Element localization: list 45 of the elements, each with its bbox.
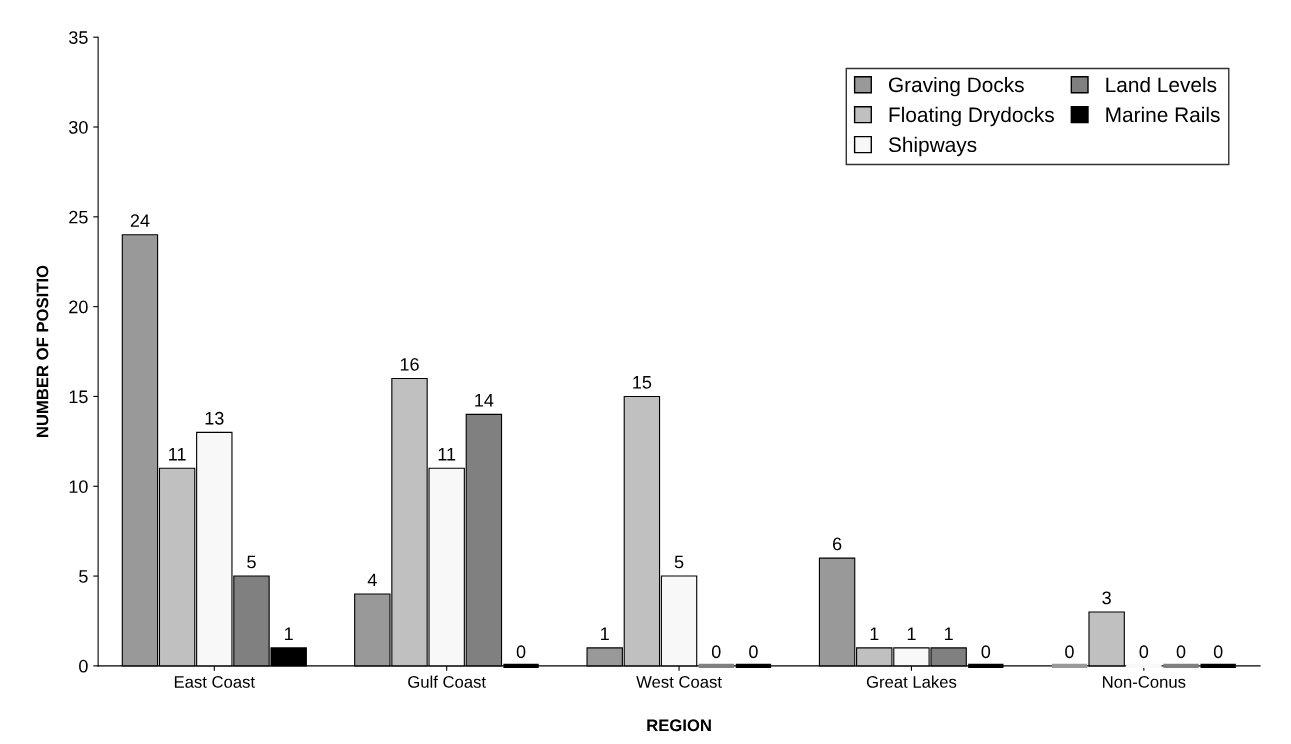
data-label: 15 [633,376,652,389]
y-tick-label: 10 [69,480,88,493]
data-label: 1 [601,627,609,640]
data-label: 0 [981,645,991,659]
data-label: 0 [711,645,721,659]
data-label: 1 [907,627,916,640]
data-label: 0 [1213,645,1223,659]
data-label: 5 [674,555,684,569]
legend-label: Graving Docks [888,76,1024,97]
data-label: 0 [1139,645,1149,659]
x-tick-label: Non-Conus [1103,676,1186,688]
data-label: 0 [516,645,526,659]
legend-label: Shipways [888,136,977,157]
y-tick-label: 0 [79,659,88,673]
legend-label: Floating Drydocks [889,106,1054,127]
y-tick-label: 5 [79,570,88,583]
data-label: 24 [130,214,150,227]
y-axis-title: NUMBER OF POSITIO [36,265,49,437]
data-label: 5 [247,555,256,569]
legend-label: Marine Rails [1106,106,1220,123]
data-label: 4 [367,573,377,587]
data-label: 1 [870,627,879,640]
data-label: 0 [749,645,758,659]
y-tick-label: 15 [69,390,88,404]
data-label: 1 [944,627,953,640]
data-label: 16 [400,357,419,371]
data-label: 6 [832,537,842,551]
data-label: 3 [1102,591,1111,605]
data-label: 0 [1065,645,1074,659]
data-label: 14 [475,394,494,407]
data-label: 11 [169,447,186,461]
y-tick-label: 30 [69,120,88,134]
y-tick-label: 20 [69,300,88,314]
y-tick-label: 25 [69,210,88,224]
data-label: 1 [285,627,293,640]
data-label: 13 [205,411,224,425]
data-label: 11 [438,447,456,461]
x-axis-title: REGION [647,719,711,732]
data-label: 0 [1176,645,1186,659]
y-tick-label: 35 [69,31,88,44]
x-tick-label: West Coast [636,676,722,688]
legend-label: Land Levels [1106,76,1217,93]
x-tick-label: Great Lakes [866,675,957,688]
x-tick-label: Gulf Coast [408,675,486,688]
x-tick-label: East Coast [174,676,255,688]
